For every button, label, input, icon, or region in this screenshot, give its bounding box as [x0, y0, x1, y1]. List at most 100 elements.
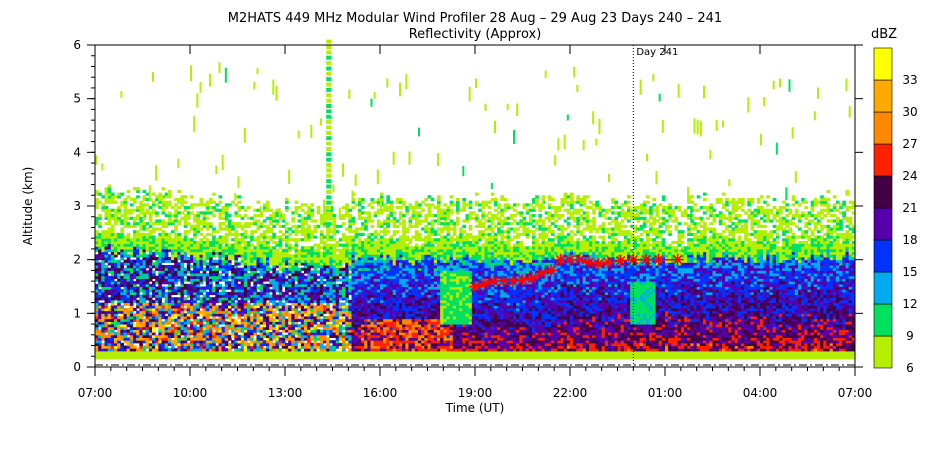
heatmap-cell: [288, 299, 292, 304]
heatmap-cell: [351, 256, 356, 261]
heatmap-cell: [164, 278, 169, 282]
heatmap-cell: [361, 297, 365, 301]
heatmap-cell: [300, 283, 305, 287]
heatmap-cell: [297, 130, 300, 139]
heatmap-cell: [221, 321, 226, 325]
heatmap-cell: [357, 283, 362, 287]
heatmap-cell: [323, 348, 327, 352]
heatmap-cell: [164, 329, 169, 333]
heatmap-cell: [196, 214, 200, 218]
heatmap-cell: [243, 265, 248, 269]
heatmap-cell: [361, 286, 365, 290]
heatmap-cell: [392, 321, 397, 325]
heatmap-cell: [110, 329, 115, 333]
heatmap-cell: [196, 243, 200, 247]
heatmap-cell: [152, 72, 154, 82]
heatmap-cell: [332, 283, 337, 287]
heatmap-cell: [177, 238, 181, 242]
heatmap-cell: [164, 332, 169, 336]
heatmap-cell: [193, 227, 197, 231]
heatmap-cell: [342, 214, 346, 218]
heatmap-cell: [326, 251, 330, 255]
heatmap-cell: [234, 353, 238, 357]
heatmap-cell: [294, 275, 299, 279]
heatmap-cell: [383, 307, 387, 312]
heatmap-cell: [247, 310, 251, 314]
heatmap-cell: [402, 340, 406, 344]
heatmap-cell: [218, 342, 223, 347]
heatmap-cell: [123, 332, 128, 336]
heatmap-cell: [262, 243, 267, 247]
heatmap-cell: [383, 256, 387, 261]
heatmap-cell: [174, 240, 178, 245]
heatmap-cell: [351, 294, 356, 298]
heatmap-cell: [148, 326, 153, 330]
heatmap-cell: [348, 267, 352, 271]
heatmap-cell: [291, 246, 295, 250]
heatmap-cell: [392, 211, 397, 215]
heatmap-cell: [139, 329, 143, 333]
heatmap-cell: [253, 283, 257, 287]
heatmap-cell: [139, 337, 143, 341]
heatmap-cell: [304, 286, 308, 290]
heatmap-cell: [104, 246, 109, 250]
heatmap-cell: [364, 286, 368, 290]
heatmap-cell: [316, 297, 321, 301]
heatmap-cell: [259, 313, 264, 317]
heatmap-cell: [364, 281, 368, 285]
heatmap-cell: [221, 356, 226, 360]
heatmap-cell: [275, 270, 280, 274]
heatmap-cell: [126, 294, 131, 298]
heatmap-cell: [262, 267, 267, 271]
heatmap-cell: [114, 275, 118, 279]
heatmap-cell: [269, 326, 273, 330]
heatmap-cell: [272, 334, 276, 338]
heatmap-cell: [345, 240, 349, 245]
heatmap-cell: [319, 278, 324, 282]
heatmap-cell: [278, 310, 283, 314]
heatmap-cell: [281, 256, 286, 261]
heatmap-cell: [133, 307, 137, 312]
heatmap-cell: [101, 342, 105, 347]
heatmap-cell: [399, 307, 403, 312]
heatmap-cell: [405, 270, 409, 274]
heatmap-cell: [202, 251, 207, 255]
heatmap-cell: [357, 337, 362, 341]
heatmap-cell: [120, 278, 124, 282]
heatmap-cell: [142, 275, 147, 279]
heatmap-cell: [145, 283, 150, 287]
heatmap-cell: [202, 222, 207, 226]
heatmap-cell: [405, 332, 409, 336]
heatmap-cell: [152, 238, 156, 242]
heatmap-cell: [190, 356, 194, 360]
heatmap-cell: [152, 243, 156, 247]
heatmap-cell: [240, 206, 245, 210]
heatmap-cell: [202, 216, 207, 220]
heatmap-cell: [250, 307, 254, 312]
heatmap-cell: [313, 230, 318, 234]
heatmap-cell: [196, 307, 200, 312]
heatmap-cell: [402, 326, 406, 330]
heatmap-cell: [126, 329, 131, 333]
heatmap-cell: [338, 302, 343, 306]
heatmap-cell: [98, 350, 102, 355]
heatmap-cell: [152, 281, 156, 285]
heatmap-cell: [269, 230, 273, 234]
heatmap-cell: [129, 289, 134, 293]
heatmap-cell: [98, 345, 102, 349]
heatmap-cell: [357, 216, 362, 220]
heatmap-cell: [259, 270, 264, 274]
heatmap-cell: [288, 259, 292, 263]
heatmap-cell: [145, 334, 150, 338]
heatmap-cell: [202, 259, 207, 263]
heatmap-cell: [126, 259, 131, 263]
heatmap-cell: [354, 259, 359, 263]
heatmap-cell: [380, 254, 384, 258]
heatmap-cell: [332, 350, 337, 355]
heatmap-cell: [256, 345, 261, 349]
heatmap-cell: [342, 281, 346, 285]
heatmap-cell: [202, 348, 207, 352]
heatmap-cell: [338, 332, 343, 336]
heatmap-cell: [259, 356, 264, 360]
heatmap-cell: [240, 248, 245, 253]
